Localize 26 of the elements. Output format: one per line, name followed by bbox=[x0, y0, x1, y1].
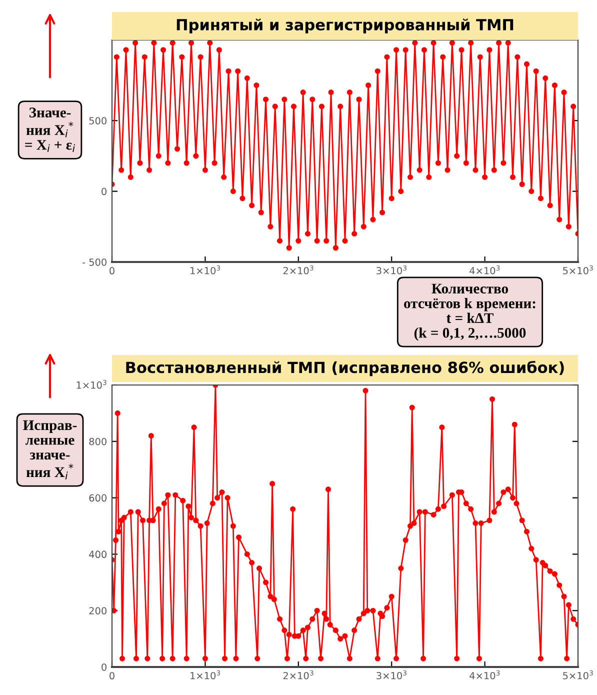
y-tick-label: 400 bbox=[89, 550, 106, 558]
x-tick-label: 2×10$^{3}$ bbox=[283, 670, 314, 680]
x-tick-label: 3×10$^{3}$ bbox=[376, 265, 406, 274]
x-tick-label: 3×10$^{3}$ bbox=[376, 670, 406, 680]
y-tick-label: 800 bbox=[89, 438, 106, 446]
text: Количество отсчётов k времени: t = kΔT (k = 0,1, 2,….5000 bbox=[404, 284, 536, 341]
text: Значе- ния X$_{i}$$^{*}$ = X$_{i}$ + ε$_{i}$ bbox=[25, 108, 76, 152]
y-tick-label: 200 bbox=[89, 607, 106, 614]
chart-title: Принятый и зарегистрированный ТМП bbox=[176, 18, 514, 34]
x-tick-label: 1×10$^{3}$ bbox=[190, 265, 220, 274]
x-tick-label: 4×10$^{3}$ bbox=[470, 265, 500, 274]
y-tick-label: 1×10$^{3}$ bbox=[76, 380, 106, 389]
x-tick-label: 0 bbox=[110, 267, 114, 274]
text: Исправ- ленные значе- ния X$_{i}$$^{*}$ bbox=[23, 420, 77, 480]
chart-title: Восстановленный ТМП (исправлено 86% ошибок) bbox=[126, 360, 564, 376]
y-tick-label: 0 bbox=[102, 188, 106, 196]
y-tick-label: - 500 bbox=[82, 258, 106, 266]
x-tick-label: 5×10$^{3}$ bbox=[563, 265, 593, 274]
x-tick-label: 1×10$^{3}$ bbox=[190, 670, 220, 680]
x-tick-label: 0 bbox=[110, 672, 114, 680]
y-tick-label: 600 bbox=[89, 494, 106, 502]
y-tick-label: 0 bbox=[102, 663, 106, 671]
x-tick-label: 2×10$^{3}$ bbox=[283, 265, 314, 274]
y-tick-label: 500 bbox=[89, 117, 106, 124]
x-tick-label: 5×10$^{3}$ bbox=[563, 670, 593, 680]
x-tick-label: 4×10$^{3}$ bbox=[470, 670, 500, 680]
